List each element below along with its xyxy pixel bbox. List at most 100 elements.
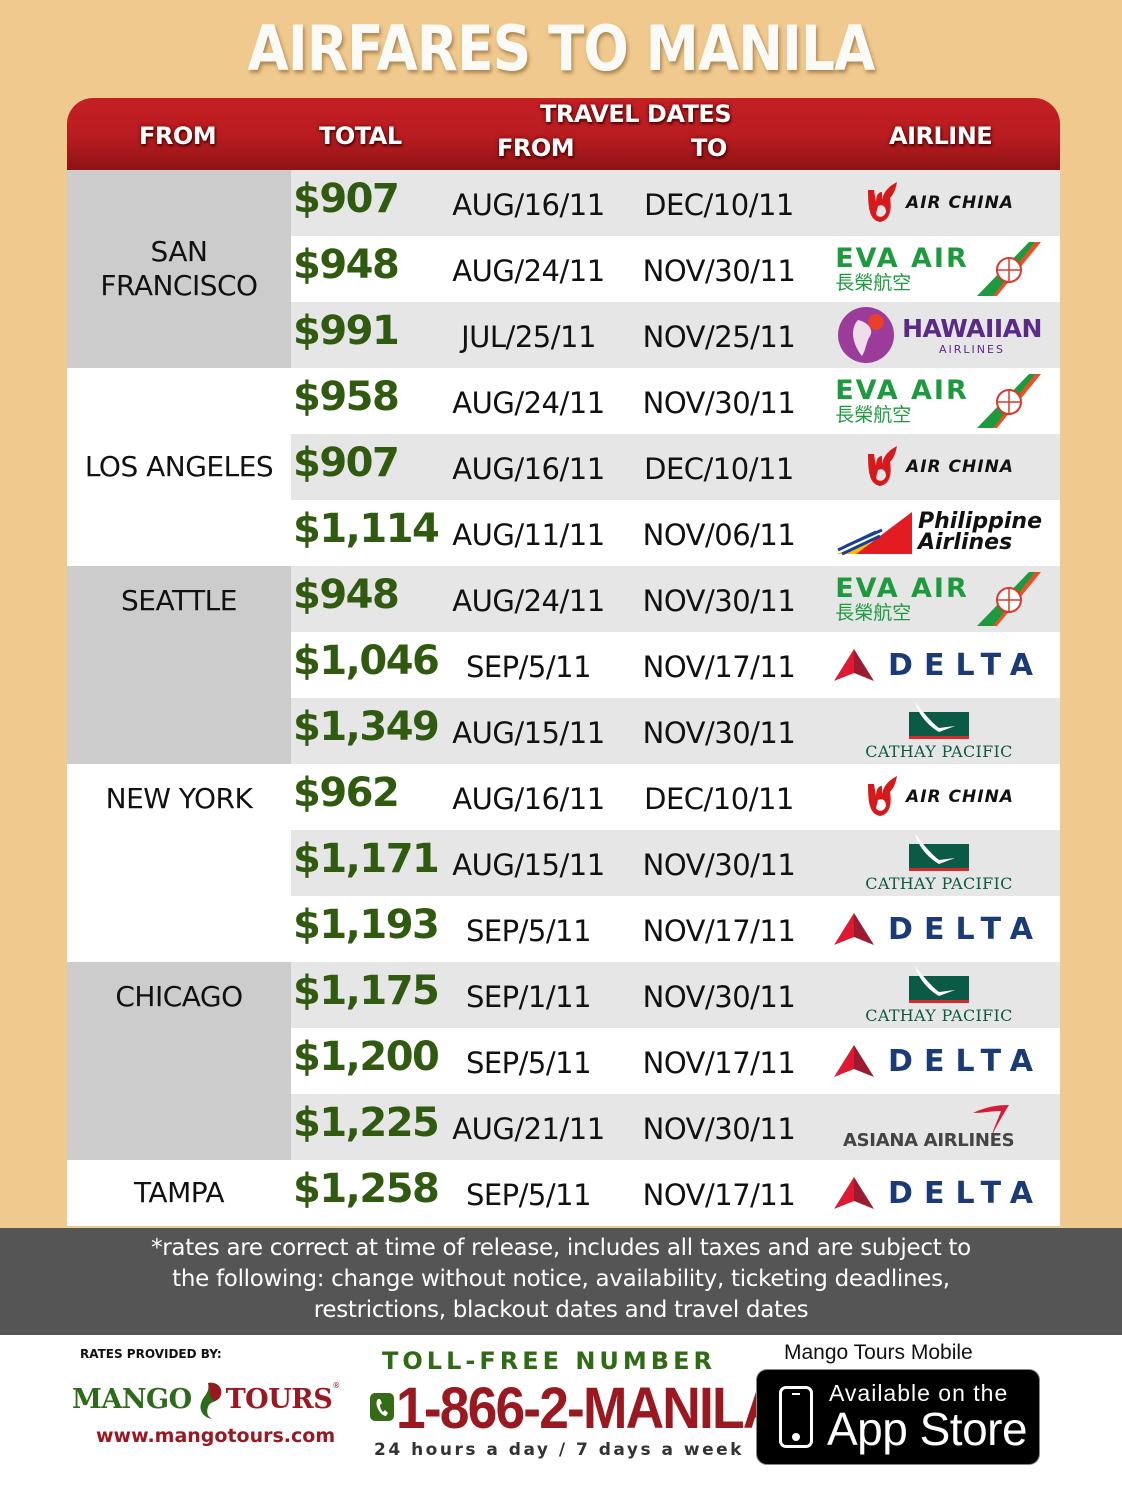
brushwing-icon [908, 834, 969, 871]
fare-row[interactable]: $1,114 AUG/11/11 NOV/06/11 Philippine Air… [291, 500, 1060, 566]
city-name: CHICAGO [67, 962, 291, 1160]
fares-table: FROM TOTAL TRAVEL DATES FROM TO AIRLINE … [67, 98, 1060, 1226]
eva-air-logo: EVA AIR 長榮航空 [823, 236, 1055, 302]
toll-free-label: TOLL-FREE NUMBER [382, 1347, 716, 1375]
city-group-seattle: SEATTLE $948 AUG/24/11 NOV/30/11 EVA AIR… [67, 566, 1060, 764]
app-store-badge[interactable]: Available on the App Store [756, 1369, 1040, 1465]
header-travel-dates: TRAVEL DATES [540, 100, 732, 128]
travel-from-date: AUG/21/11 [452, 1112, 605, 1146]
travel-to-date: NOV/17/11 [642, 914, 796, 948]
delta-logo: DELTA [823, 1028, 1055, 1094]
city-name: SAN FRANCISCO [67, 170, 291, 368]
fare-price: $1,046 [293, 638, 440, 684]
delta-logo: DELTA [823, 1160, 1055, 1226]
delta-logo: DELTA [823, 632, 1055, 698]
header-dates-to: TO [691, 134, 727, 162]
travel-from-date: JUL/25/11 [461, 320, 596, 354]
brushwing-icon [908, 702, 969, 739]
travel-to-date: NOV/30/11 [642, 848, 796, 882]
travel-to-date: NOV/30/11 [642, 716, 796, 750]
delta-widget-icon [834, 649, 875, 681]
travel-from-date: SEP/1/11 [465, 980, 592, 1014]
disclaimer-line: the following: change without notice, av… [172, 1266, 950, 1292]
travel-to-date: NOV/30/11 [642, 386, 796, 420]
fare-row[interactable]: $1,171 AUG/15/11 NOV/30/11 CATHAY PACIFI… [291, 830, 1060, 896]
hawaiian-airlines-logo: HAWAIIAN AIRLINES [823, 302, 1055, 368]
travel-from-date: SEP/5/11 [465, 1046, 592, 1080]
city-line: FRANCISCO [100, 269, 258, 302]
city-group-tampa: TAMPA $1,258 SEP/5/11 NOV/17/11 DELTA [67, 1160, 1060, 1226]
travel-from-date: AUG/24/11 [452, 386, 605, 420]
disclaimer-line: *rates are correct at time of release, i… [151, 1235, 971, 1261]
fare-price: $907 [293, 176, 400, 222]
fare-row[interactable]: $1,225 AUG/21/11 NOV/30/11 ASIANA AIRLIN… [291, 1094, 1060, 1160]
fare-price: $958 [293, 374, 400, 420]
header-total: TOTAL [319, 122, 402, 150]
fare-row[interactable]: $1,193 SEP/5/11 NOV/17/11 DELTA [291, 896, 1060, 962]
fare-row[interactable]: $1,200 SEP/5/11 NOV/17/11 DELTA [291, 1028, 1060, 1094]
eva-tail-icon [976, 572, 1041, 626]
fare-row[interactable]: $958 AUG/24/11 NOV/30/11 EVA AIR 長榮航空 [291, 368, 1060, 434]
mango-icon [200, 1382, 221, 1419]
disclaimer: *rates are correct at time of release, i… [0, 1228, 1122, 1335]
air-china-logo: AIR CHINA [823, 764, 1055, 830]
travel-to-date: NOV/17/11 [642, 1178, 796, 1212]
philippine-airlines-logo: Philippine Airlines [823, 500, 1055, 566]
travel-from-date: SEP/5/11 [465, 650, 592, 684]
delta-widget-icon [834, 1177, 875, 1209]
fare-price: $1,175 [293, 968, 440, 1014]
footer: RATES PROVIDED BY: MANGO TOURS ® www.man… [0, 1335, 1122, 1488]
fare-price: $1,193 [293, 902, 440, 948]
fare-row[interactable]: $948 AUG/24/11 NOV/30/11 EVA AIR 長榮航空 [291, 566, 1060, 632]
travel-from-date: AUG/16/11 [452, 452, 605, 486]
travel-from-date: AUG/15/11 [452, 848, 605, 882]
fare-row[interactable]: $1,046 SEP/5/11 NOV/17/11 DELTA [291, 632, 1060, 698]
city-name: SEATTLE [67, 566, 291, 764]
cathay-pacific-logo: CATHAY PACIFIC [823, 698, 1055, 764]
cathay-pacific-logo: CATHAY PACIFIC [823, 962, 1055, 1028]
city-group-new-york: NEW YORK $962 AUG/16/11 DEC/10/11 AIR CH… [67, 764, 1060, 962]
air-china-logo: AIR CHINA [823, 170, 1055, 236]
fare-price: $1,200 [293, 1034, 440, 1080]
fare-price: $962 [293, 770, 400, 816]
phoenix-icon [868, 776, 898, 816]
iphone-icon [779, 1386, 813, 1448]
city-group-san-francisco: SAN FRANCISCO $907 AUG/16/11 DEC/10/11 A… [67, 170, 1060, 368]
hours-text: 24 hours a day / 7 days a week [374, 1440, 744, 1460]
website-link[interactable]: www.mangotours.com [96, 1425, 336, 1447]
travel-to-date: DEC/10/11 [644, 782, 794, 816]
travel-to-date: NOV/30/11 [642, 254, 796, 288]
fare-row[interactable]: $962 AUG/16/11 DEC/10/11 AIR CHINA [291, 764, 1060, 830]
fare-price: $1,114 [293, 506, 440, 552]
fare-price: $1,225 [293, 1100, 440, 1146]
fare-row[interactable]: $948 AUG/24/11 NOV/30/11 EVA AIR 長榮航空 [291, 236, 1060, 302]
travel-to-date: DEC/10/11 [644, 188, 794, 222]
fare-price: $948 [293, 572, 400, 618]
travel-to-date: NOV/17/11 [642, 650, 796, 684]
fare-row[interactable]: $1,175 SEP/1/11 NOV/30/11 CATHAY PACIFIC [291, 962, 1060, 1028]
fare-row[interactable]: $907 AUG/16/11 DEC/10/11 AIR CHINA [291, 170, 1060, 236]
fare-row[interactable]: $907 AUG/16/11 DEC/10/11 AIR CHINA [291, 434, 1060, 500]
asiana-swoosh-icon [973, 1105, 1009, 1137]
pualani-icon [838, 307, 895, 363]
mango-tours-logo[interactable]: MANGO TOURS ® [72, 1379, 340, 1419]
city-line: SAN [150, 235, 208, 268]
fare-row[interactable]: $991 JUL/25/11 NOV/25/11 HAWAIIAN AIRLINE… [291, 302, 1060, 368]
travel-from-date: SEP/5/11 [465, 914, 592, 948]
travel-from-date: AUG/24/11 [452, 254, 605, 288]
city-group-los-angeles: LOS ANGELES $958 AUG/24/11 NOV/30/11 EVA… [67, 368, 1060, 566]
phoenix-icon [868, 446, 898, 486]
rates-provided-label: RATES PROVIDED BY: [80, 1347, 222, 1361]
city-name: TAMPA [67, 1160, 291, 1226]
city-name: NEW YORK [67, 764, 291, 962]
fare-row[interactable]: $1,349 AUG/15/11 NOV/30/11 CATHAY PACIFI… [291, 698, 1060, 764]
fare-row[interactable]: $1,258 SEP/5/11 NOV/17/11 DELTA [291, 1160, 1060, 1226]
header-dates-from: FROM [497, 134, 575, 162]
phone-number[interactable]: 1-866-2-MANILA [396, 1376, 781, 1441]
travel-from-date: AUG/24/11 [452, 584, 605, 618]
phoenix-icon [868, 182, 898, 222]
header-from: FROM [139, 122, 217, 150]
eva-tail-icon [976, 242, 1041, 296]
travel-to-date: NOV/06/11 [642, 518, 796, 552]
fare-price: $948 [293, 242, 400, 288]
